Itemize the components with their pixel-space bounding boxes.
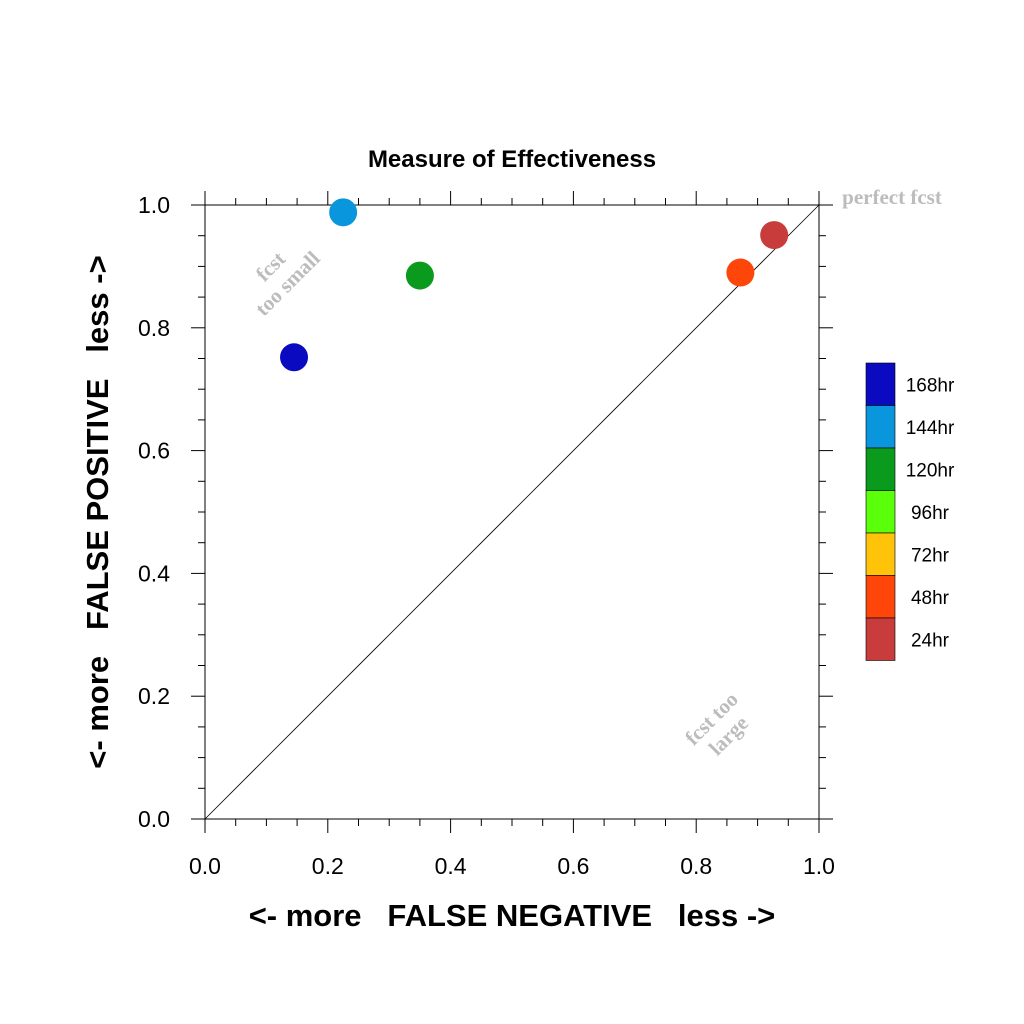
legend-label-48hr: 48hr <box>911 588 950 609</box>
legend-label-72hr: 72hr <box>911 545 950 566</box>
x-tick-label: 1.0 <box>803 853 835 879</box>
legend-swatch-144hr <box>865 405 896 449</box>
annotation-perfect-fcst: perfect fcst <box>842 185 942 209</box>
legend-label-168hr: 168hr <box>906 375 955 396</box>
x-tick-label: 0.2 <box>312 853 344 879</box>
diagonal-reference-line <box>204 204 820 820</box>
data-point-144hr <box>329 198 358 227</box>
data-point-48hr <box>726 258 755 287</box>
annotation-fcst-too-small: fcst too small <box>250 246 324 320</box>
legend-swatch-48hr <box>865 575 896 619</box>
y-tick-label: 0.6 <box>138 438 170 464</box>
x-tick-label: 0.4 <box>435 853 467 879</box>
x-tick-label: 0.6 <box>557 853 589 879</box>
y-tick-label: 1.0 <box>138 192 170 218</box>
legend-swatch-96hr <box>865 490 896 534</box>
y-tick-label: 0.4 <box>138 560 170 586</box>
x-axis-label: <- more FALSE NEGATIVE less -> <box>249 898 776 933</box>
y-tick-label: 0.8 <box>138 315 170 341</box>
x-tick-label: 0.8 <box>680 853 712 879</box>
legend-label-120hr: 120hr <box>906 460 955 481</box>
y-tick-label: 0.0 <box>138 806 170 832</box>
data-point-168hr <box>280 343 309 372</box>
legend-label-96hr: 96hr <box>911 503 950 524</box>
axis-ticks: 0.0 0.2 0.4 0.6 0.8 1.0 0.0 0.2 0.4 0.6 0.8 1.0 <box>138 191 835 879</box>
legend-label-144hr: 144hr <box>906 418 955 439</box>
legend-swatch-24hr <box>865 617 896 661</box>
legend-swatch-120hr <box>865 447 896 491</box>
annotation-fcst-too-large: fcst too large <box>680 687 753 760</box>
legend-swatch-72hr <box>865 532 896 576</box>
legend: 168hr 144hr 120hr 96hr 72hr 48hr 24hr <box>865 362 955 661</box>
data-points <box>280 198 789 372</box>
data-point-24hr <box>760 221 789 250</box>
y-axis-label: <- more FALSE POSITIVE less -> <box>80 255 115 768</box>
legend-swatch-168hr <box>865 362 896 406</box>
x-tick-label: 0.0 <box>189 853 221 879</box>
y-tick-label: 0.2 <box>138 683 170 709</box>
legend-label-24hr: 24hr <box>911 630 950 651</box>
data-point-120hr <box>405 261 434 290</box>
chart-title: Measure of Effectiveness <box>368 146 656 173</box>
